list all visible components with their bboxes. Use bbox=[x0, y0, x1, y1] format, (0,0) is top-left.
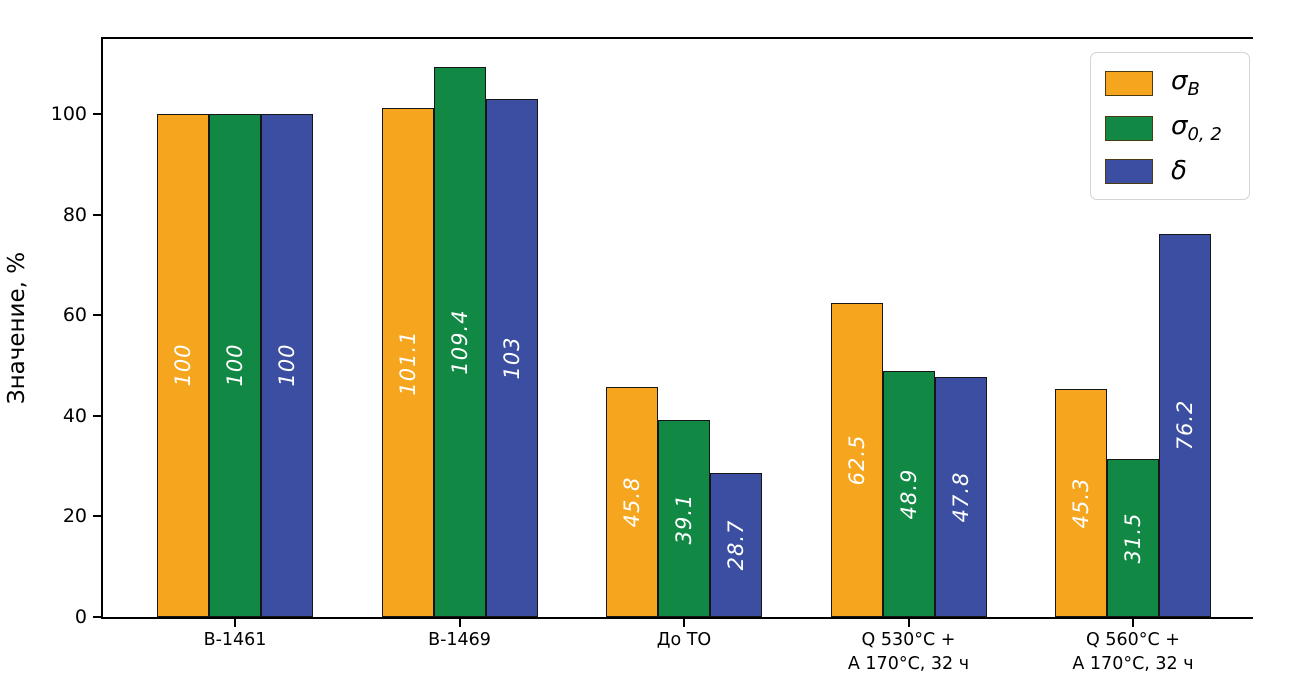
x-tick-label: В-1469 bbox=[428, 630, 491, 650]
legend-item-sigma_B: σB bbox=[1091, 61, 1249, 106]
x-tick-mark bbox=[234, 619, 236, 627]
bar-value-label: 103 bbox=[499, 336, 524, 380]
legend-swatch-sigma_B bbox=[1105, 71, 1153, 96]
x-tick-mark bbox=[458, 619, 461, 627]
bar-value-label: 109.4 bbox=[447, 309, 472, 375]
bar-sigma_02-3: 39.1 bbox=[658, 420, 710, 617]
legend-label-delta: δ bbox=[1171, 158, 1187, 184]
x-tick-label: Q 530°C + А 170°C, 32 ч bbox=[847, 630, 970, 674]
x-tick-mark bbox=[683, 619, 685, 627]
legend-symbol: δ bbox=[1171, 156, 1187, 186]
bar-value-label: 101.1 bbox=[395, 330, 420, 396]
bar-value-label: 100 bbox=[223, 343, 247, 388]
bar-delta-1: 100 bbox=[261, 113, 313, 617]
plot-area: Значение, % 100 101.1 45.8 62.5 45.3 100 109.4… bbox=[4, 37, 1253, 674]
legend-swatch-sigma_02 bbox=[1105, 116, 1153, 141]
bar-sigma_02-5: 31.5 bbox=[1107, 458, 1159, 617]
y-tick-mark bbox=[93, 314, 101, 317]
y-tick-label: 60 bbox=[62, 304, 87, 327]
bar-value-label: 31.5 bbox=[1121, 512, 1145, 564]
bar-value-label: 76.2 bbox=[1173, 399, 1197, 451]
legend-symbol: σ bbox=[1171, 66, 1188, 96]
legend-label-sigma_B: σB bbox=[1171, 68, 1200, 99]
bar-sigma_B-2: 101.1 bbox=[381, 108, 434, 617]
bar-value-label: 39.1 bbox=[672, 493, 696, 545]
y-tick-mark bbox=[93, 112, 101, 115]
bar-sigma_B-3: 45.8 bbox=[606, 386, 658, 617]
bar-sigma_B-5: 45.3 bbox=[1055, 389, 1107, 617]
x-tick-label: Q 560°C + А 170°C, 32 ч bbox=[1072, 630, 1194, 674]
bar-value-label: 28.7 bbox=[724, 519, 748, 571]
y-tick-label: 100 bbox=[50, 102, 87, 125]
bar-sigma_02-1: 100 bbox=[209, 113, 261, 617]
bar-sigma_02-2: 109.4 bbox=[433, 66, 486, 617]
y-tick-label: 0 bbox=[74, 606, 87, 628]
legend-subscript: 0, 2 bbox=[1187, 124, 1222, 145]
legend-item-delta: δ bbox=[1091, 151, 1249, 191]
x-tick-mark bbox=[1132, 619, 1134, 627]
bar-delta-2: 103 bbox=[485, 98, 538, 617]
bar-sigma_B-1: 100 bbox=[157, 113, 209, 617]
x-tick-mark bbox=[907, 619, 910, 627]
legend-swatch-delta bbox=[1105, 158, 1153, 184]
y-tick-mark bbox=[93, 213, 101, 216]
bar-value-label: 48.9 bbox=[896, 468, 921, 520]
y-tick-mark bbox=[93, 414, 101, 417]
bar-value-label: 62.5 bbox=[844, 434, 869, 486]
y-tick-mark bbox=[93, 616, 101, 618]
bar-value-label: 45.8 bbox=[620, 476, 644, 528]
bar-sigma_B-4: 62.5 bbox=[830, 302, 883, 617]
bar-delta-5: 76.2 bbox=[1159, 233, 1211, 617]
x-tick-label: До ТО bbox=[656, 630, 712, 650]
y-axis-title: Значение, % bbox=[4, 251, 30, 405]
legend-symbol: σ bbox=[1171, 111, 1188, 141]
legend-label-sigma_02: σ0, 2 bbox=[1171, 113, 1222, 144]
y-tick-label: 80 bbox=[62, 203, 87, 226]
bar-delta-3: 28.7 bbox=[710, 472, 762, 617]
y-tick-label: 40 bbox=[62, 404, 87, 427]
bar-value-label: 100 bbox=[171, 343, 195, 388]
legend-item-sigma_02: σ0, 2 bbox=[1091, 106, 1249, 151]
bar-value-label: 45.3 bbox=[1069, 477, 1093, 529]
y-tick-label: 20 bbox=[62, 505, 87, 528]
y-tick-mark bbox=[93, 515, 101, 518]
bar-value-label: 47.8 bbox=[948, 471, 973, 523]
legend-subscript: B bbox=[1187, 79, 1200, 100]
bar-value-label: 100 bbox=[275, 343, 299, 388]
bar-delta-4: 47.8 bbox=[934, 376, 987, 617]
bar-sigma_02-4: 48.9 bbox=[882, 371, 935, 617]
x-tick-label: В-1461 bbox=[203, 630, 267, 650]
